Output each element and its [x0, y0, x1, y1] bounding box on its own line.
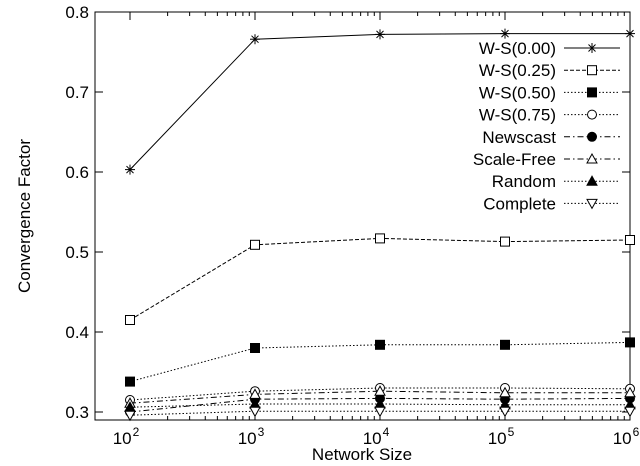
- data-point: [499, 386, 511, 398]
- y-axis: 0.3 0.4 0.5 0.6 0.7 0.8: [65, 3, 630, 422]
- legend: W-S(0.00) W-S(0.25) W-S(0.50) W-S(0.75) News…: [473, 39, 620, 213]
- series-0: [125, 28, 635, 175]
- legend-label: Newscast: [482, 128, 556, 147]
- x-tick-label: 102: [113, 425, 140, 448]
- data-point: [250, 239, 260, 250]
- legend-entry: W-S(0.00): [479, 39, 620, 58]
- legend-marker: [587, 87, 597, 98]
- x-tick-exponent: 6: [633, 425, 640, 439]
- data-point: [625, 235, 635, 245]
- y-tick-label: 0.3: [65, 403, 89, 422]
- data-point: [375, 339, 385, 350]
- legend-label: W-S(0.00): [479, 39, 556, 58]
- x-tick-label: 106: [613, 425, 640, 448]
- series-layer: [124, 28, 636, 422]
- data-point: [500, 236, 510, 247]
- legend-entry: W-S(0.50): [479, 83, 620, 102]
- data-point: [625, 28, 635, 39]
- data-point: [250, 343, 260, 353]
- series-line: [129, 387, 631, 401]
- y-tick-label: 0.5: [65, 243, 89, 262]
- data-point: [499, 406, 511, 418]
- x-tick-exponent: 3: [258, 425, 265, 439]
- legend-marker: [586, 175, 598, 186]
- legend-marker: [587, 131, 597, 142]
- data-point: [625, 337, 635, 348]
- legend-entry: W-S(0.75): [479, 106, 620, 125]
- plot-frame: [94, 11, 631, 421]
- legend-marker: [587, 43, 597, 53]
- legend-entry: W-S(0.25): [479, 61, 620, 80]
- legend-label: W-S(0.25): [479, 61, 556, 80]
- data-point: [624, 386, 636, 398]
- data-point: [374, 385, 386, 396]
- series-1: [125, 233, 635, 325]
- data-point: [124, 410, 136, 422]
- data-point: [250, 34, 260, 45]
- legend-entry: Complete: [483, 194, 620, 213]
- legend-marker: [587, 109, 597, 120]
- series-6: [124, 397, 636, 412]
- legend-entry: Random: [492, 172, 620, 191]
- x-tick-label: 105: [488, 425, 515, 448]
- x-tick-exponent: 5: [508, 425, 515, 439]
- data-point: [374, 406, 386, 418]
- y-tick-label: 0.4: [65, 323, 89, 342]
- y-axis-title: Convergence Factor: [15, 139, 34, 293]
- series-line: [129, 410, 630, 416]
- series-line: [129, 390, 630, 404]
- y-tick-label: 0.7: [65, 83, 89, 102]
- y-tick-label: 0.6: [65, 163, 89, 182]
- legend-marker: [587, 65, 597, 76]
- legend-label: W-S(0.50): [479, 83, 556, 102]
- legend-label: W-S(0.75): [479, 106, 556, 125]
- data-point: [500, 28, 510, 39]
- series-line: [129, 403, 630, 408]
- data-point: [125, 315, 135, 325]
- series-7: [124, 406, 636, 422]
- x-tick-exponent: 4: [383, 425, 390, 439]
- series-2: [125, 337, 635, 387]
- legend-label: Random: [492, 172, 556, 191]
- data-point: [500, 339, 510, 350]
- x-tick-exponent: 2: [133, 425, 140, 439]
- data-point: [375, 29, 385, 40]
- x-tick-label: 103: [238, 425, 265, 448]
- x-axis: 102 103 104 105 106: [113, 12, 640, 448]
- legend-marker: [586, 198, 598, 210]
- legend-entry: Scale-Free: [473, 150, 620, 169]
- x-axis-title: Network Size: [312, 445, 412, 464]
- y-tick-label: 0.8: [65, 3, 89, 22]
- data-point: [125, 376, 135, 387]
- data-point: [624, 406, 636, 418]
- series-line: [129, 237, 631, 321]
- data-point: [249, 406, 261, 418]
- legend-label: Complete: [483, 194, 556, 213]
- legend-marker: [586, 152, 598, 164]
- legend-label: Scale-Free: [473, 150, 556, 169]
- legend-entry: Newscast: [482, 128, 620, 147]
- series-line: [129, 341, 631, 383]
- data-point: [125, 164, 135, 175]
- series-line: [129, 397, 631, 413]
- data-point: [375, 233, 385, 244]
